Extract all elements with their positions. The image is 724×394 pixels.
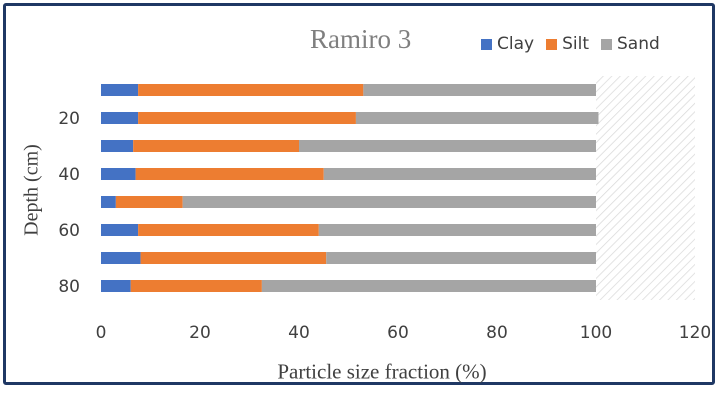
bar-clay-60 — [101, 224, 139, 236]
x-tick-label-40: 40 — [288, 323, 310, 343]
x-axis-label: Particle size fraction (%) — [277, 359, 487, 384]
bar-sand-60 — [318, 224, 596, 236]
legend-item-clay: Clay — [481, 34, 534, 54]
bar-silt-60 — [138, 224, 319, 236]
legend-swatch-silt — [546, 38, 558, 50]
bar-clay-70 — [101, 252, 141, 264]
x-tick-label-100: 100 — [580, 323, 612, 343]
bar-silt-50 — [115, 196, 183, 208]
bar-silt-70 — [140, 252, 327, 264]
x-tick-label-80: 80 — [486, 323, 508, 343]
hatched-region — [596, 76, 695, 300]
chart-title: Ramiro 3 — [310, 24, 412, 54]
bar-sand-20 — [355, 112, 599, 124]
bar-clay-40 — [101, 168, 136, 180]
bar-clay-20 — [101, 112, 139, 124]
bar-clay-10 — [101, 84, 139, 96]
legend-label-silt: Silt — [562, 34, 589, 54]
x-tick-label-20: 20 — [189, 323, 211, 343]
bar-sand-40 — [323, 168, 596, 180]
legend: Clay Silt Sand — [481, 34, 672, 54]
legend-item-sand: Sand — [600, 34, 660, 54]
bar-sand-70 — [326, 252, 596, 264]
bar-silt-20 — [138, 112, 356, 124]
bar-clay-80 — [101, 280, 131, 292]
y-tick-label-60: 60 — [58, 221, 80, 241]
bar-silt-30 — [133, 140, 299, 152]
bar-sand-10 — [363, 84, 596, 96]
legend-label-sand: Sand — [616, 34, 660, 54]
legend-swatch-clay — [481, 38, 492, 50]
bar-clay-30 — [101, 140, 134, 152]
bar-clay-50 — [101, 196, 116, 208]
bar-silt-80 — [130, 280, 262, 292]
y-tick-label-20: 20 — [58, 109, 80, 129]
legend-label-clay: Clay — [497, 34, 535, 54]
bar-silt-10 — [138, 84, 364, 96]
x-tick-label-0: 0 — [96, 323, 107, 343]
bar-sand-80 — [261, 280, 596, 292]
bar-silt-40 — [135, 168, 324, 180]
x-tick-label-60: 60 — [387, 323, 409, 343]
x-tick-label-120: 120 — [679, 323, 711, 343]
bar-sand-30 — [299, 140, 596, 152]
bar-sand-50 — [182, 196, 597, 208]
y-tick-label-40: 40 — [58, 165, 80, 185]
legend-swatch-sand — [600, 38, 612, 50]
y-tick-label-80: 80 — [58, 277, 80, 297]
legend-item-silt: Silt — [546, 34, 589, 54]
